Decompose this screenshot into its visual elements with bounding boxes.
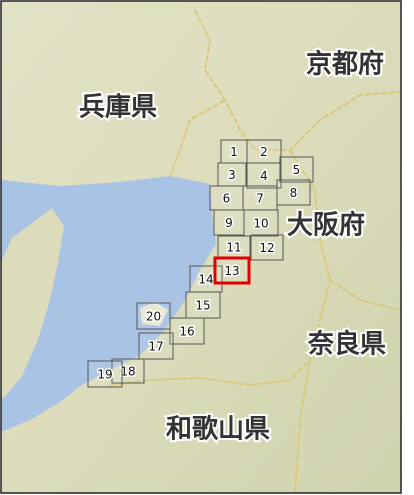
region-label: 兵庫県 xyxy=(79,93,157,123)
tile-label: 16 xyxy=(179,325,194,339)
tile-label: 10 xyxy=(253,217,268,231)
tile-label: 14 xyxy=(198,273,213,287)
tile[interactable]: 7 xyxy=(243,186,277,210)
tile-label: 12 xyxy=(259,241,274,255)
tile-label: 1 xyxy=(230,145,238,159)
page: 1234567891011121415161718192013 京都府兵庫県大阪… xyxy=(0,0,414,495)
tile-label: 20 xyxy=(146,310,161,324)
tile-label: 2 xyxy=(260,145,268,159)
tile-label: 6 xyxy=(223,192,231,206)
tile[interactable]: 17 xyxy=(139,333,173,359)
tile[interactable]: 8 xyxy=(277,180,310,205)
tile-label: 15 xyxy=(195,299,210,313)
tile[interactable]: 13 xyxy=(215,258,249,283)
region-label: 京都府 xyxy=(306,49,384,80)
tile[interactable]: 3 xyxy=(218,163,246,186)
tile[interactable]: 9 xyxy=(214,210,244,235)
tile[interactable]: 15 xyxy=(186,292,220,318)
tile-label: 7 xyxy=(256,192,264,206)
tile-label: 4 xyxy=(260,169,268,183)
tile-label: 18 xyxy=(120,365,135,379)
tile[interactable]: 6 xyxy=(210,186,243,210)
tile-label: 19 xyxy=(97,368,112,382)
tile-label: 13 xyxy=(224,264,239,278)
tile[interactable]: 12 xyxy=(251,235,283,260)
tile[interactable]: 10 xyxy=(244,210,278,236)
tile[interactable]: 1 xyxy=(221,140,247,163)
tile[interactable]: 11 xyxy=(218,236,250,258)
tile-label: 8 xyxy=(290,186,298,200)
tile[interactable]: 4 xyxy=(247,163,281,188)
region-label: 大阪府 xyxy=(287,210,365,241)
map: 1234567891011121415161718192013 京都府兵庫県大阪… xyxy=(0,0,414,495)
tile-label: 3 xyxy=(228,168,236,182)
tile[interactable]: 2 xyxy=(247,140,281,163)
tile-label: 17 xyxy=(148,340,163,354)
region-label: 奈良県 xyxy=(307,329,386,360)
tile-label: 5 xyxy=(293,163,301,177)
tile[interactable]: 16 xyxy=(170,318,204,344)
region-label: 和歌山県 xyxy=(166,415,270,445)
tile-label: 9 xyxy=(225,216,233,230)
tile-label: 11 xyxy=(226,241,241,255)
tile[interactable]: 19 xyxy=(88,361,122,387)
tile[interactable]: 5 xyxy=(280,157,313,182)
tile[interactable]: 20 xyxy=(137,303,170,329)
